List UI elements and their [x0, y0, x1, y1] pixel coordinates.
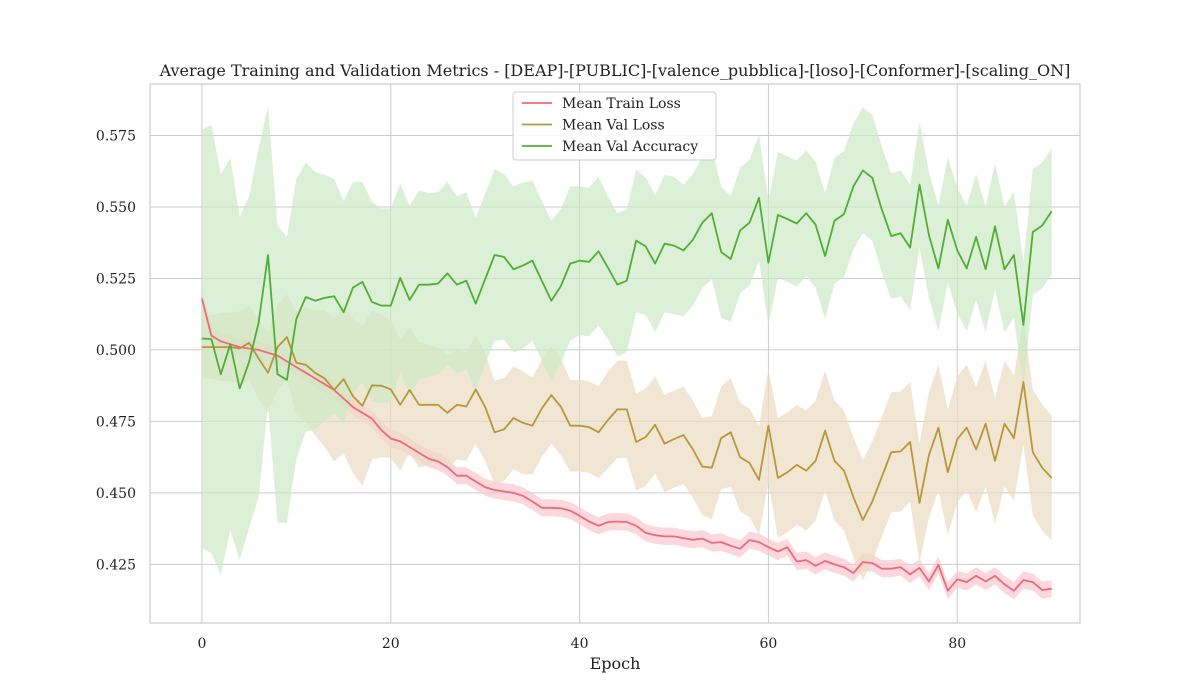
legend-label-train-loss: Mean Train Loss — [562, 96, 681, 112]
legend-box — [512, 91, 717, 161]
line-train-loss — [201, 298, 1052, 592]
y-tick-label: 0.550 — [96, 200, 136, 216]
plot-frame — [149, 83, 1081, 624]
y-tick-label: 0.500 — [96, 343, 136, 359]
y-axis-ticks: 0.425 0.450 0.475 0.500 0.525 0.550 0.575 — [96, 128, 136, 573]
x-tick-label: 40 — [571, 636, 589, 652]
y-tick-label: 0.425 — [96, 557, 136, 573]
legend-label-val-loss: Mean Val Loss — [562, 118, 665, 134]
y-tick-label: 0.475 — [96, 414, 136, 430]
legend-label-val-accuracy: Mean Val Accuracy — [562, 139, 698, 155]
x-tick-label: 60 — [760, 636, 778, 652]
confidence-bands — [201, 106, 1052, 600]
x-tick-label: 20 — [382, 636, 400, 652]
x-axis-label: Epoch — [590, 654, 641, 673]
legend: Mean Train Loss Mean Val Loss Mean Val Acc… — [512, 91, 717, 161]
line-val-accuracy — [201, 169, 1053, 390]
series-lines — [201, 169, 1053, 592]
chart-title: Average Training and Validation Metrics … — [159, 61, 1071, 80]
line-val-loss — [201, 336, 1053, 521]
x-tick-label: 0 — [197, 636, 206, 652]
y-tick-label: 0.575 — [96, 128, 136, 144]
band-val-accuracy — [201, 106, 1052, 575]
y-tick-label: 0.525 — [96, 271, 136, 287]
y-tick-label: 0.450 — [96, 486, 136, 502]
x-tick-label: 80 — [948, 636, 966, 652]
x-axis-ticks: 0 20 40 60 80 — [197, 636, 966, 652]
